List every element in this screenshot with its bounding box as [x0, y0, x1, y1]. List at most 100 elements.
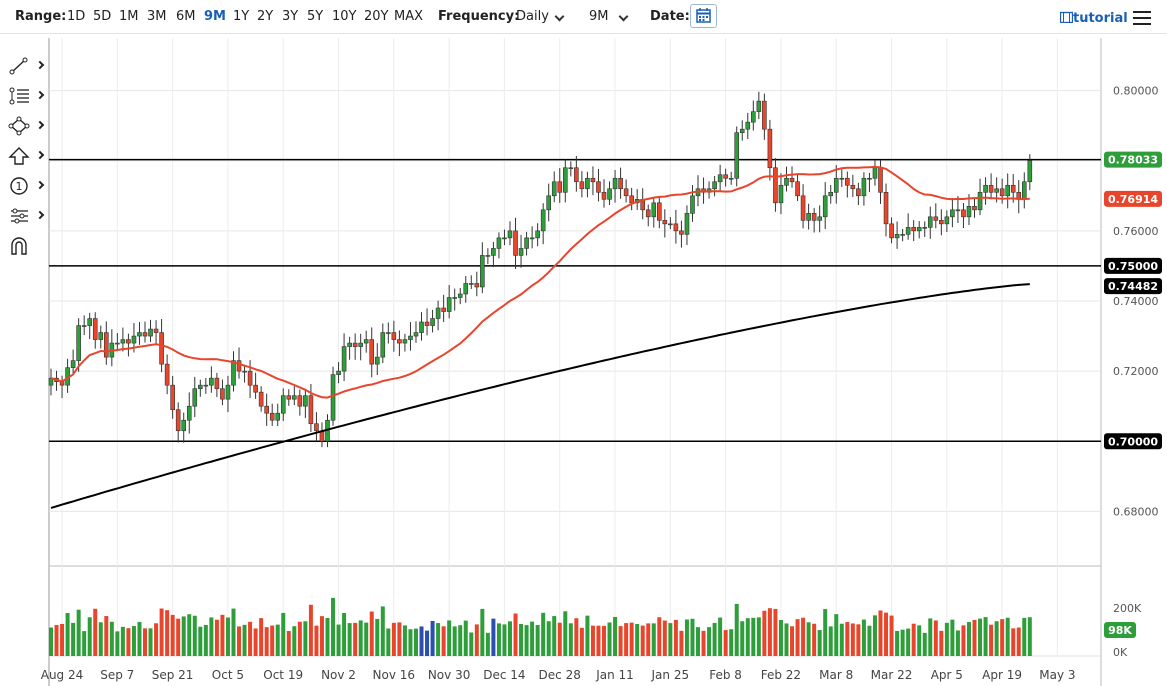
candle-body: [242, 370, 247, 373]
range-6m[interactable]: 6M: [176, 9, 196, 24]
candle-body: [181, 419, 187, 432]
arrow-up-icon: [8, 147, 30, 165]
measure-tool[interactable]: [4, 205, 46, 227]
magnet-tool[interactable]: [4, 235, 46, 257]
candle-body: [341, 346, 347, 372]
horizontal-lines: [49, 158, 1101, 443]
annotation-tool[interactable]: 1: [4, 175, 46, 197]
candle-body: [446, 297, 452, 312]
chevron-down-icon[interactable]: [554, 11, 565, 22]
candle-body: [900, 234, 905, 236]
volume-bar: [867, 625, 872, 656]
magnet-icon: [11, 237, 27, 255]
candle-body: [153, 328, 159, 333]
candle-body: [419, 321, 424, 333]
fibonacci-tool[interactable]: [4, 85, 46, 107]
candle-body: [269, 412, 275, 421]
volume-bar: [872, 615, 877, 656]
range-max[interactable]: MAX: [394, 9, 424, 24]
volume-bar: [463, 620, 468, 656]
arrow-tool[interactable]: [4, 145, 46, 167]
volume-bar: [198, 626, 203, 656]
volume-bar: [1027, 617, 1032, 656]
volume-bar: [397, 622, 402, 656]
candle-body: [308, 395, 314, 425]
volume-bar: [270, 625, 275, 656]
calendar-button[interactable]: [690, 4, 717, 28]
candle-body: [845, 177, 850, 186]
period-select[interactable]: 9M: [589, 9, 609, 24]
volume-bar: [579, 627, 584, 656]
tutorial-link[interactable]: tutorial: [1059, 11, 1128, 26]
volume-bar: [259, 618, 264, 656]
volume-bar: [541, 612, 546, 656]
range-10y[interactable]: 10Y: [332, 9, 357, 24]
candle-body: [441, 307, 446, 312]
candle-body: [518, 248, 524, 256]
volume-bar: [723, 630, 728, 656]
candle-body: [822, 195, 828, 218]
candle-body: [247, 370, 253, 386]
candle-body: [397, 339, 402, 344]
volume-bar: [989, 624, 994, 656]
volume-bar: [380, 606, 385, 656]
candle-body: [76, 325, 81, 361]
film-icon: [1059, 11, 1074, 24]
volume-bar: [314, 625, 319, 656]
candle-body: [955, 209, 961, 212]
candle-body: [551, 181, 557, 197]
candle-body: [972, 206, 977, 211]
x-tick-label: Nov 30: [428, 668, 471, 682]
candle-body: [485, 255, 491, 257]
volume-bar: [878, 610, 883, 656]
candle-body: [684, 213, 690, 235]
volume-bar: [413, 628, 418, 656]
candle-body: [933, 216, 939, 221]
candle-body: [828, 191, 834, 197]
volume-bar: [364, 622, 369, 656]
range-5d[interactable]: 5D: [93, 9, 112, 24]
volume-bar: [718, 617, 723, 656]
volume-bar: [850, 623, 855, 656]
range-2y[interactable]: 2Y: [257, 9, 274, 24]
range-1m[interactable]: 1M: [119, 9, 139, 24]
volume-bar: [386, 628, 391, 656]
price-label-text: 0.78033: [1108, 154, 1158, 167]
volume-bar: [502, 624, 507, 656]
range-9m[interactable]: 9M: [204, 9, 226, 24]
candle-body: [1021, 181, 1027, 200]
volume-bar: [474, 624, 479, 656]
candle-body: [491, 248, 496, 256]
hamburger-menu-icon[interactable]: [1133, 11, 1151, 25]
range-3m[interactable]: 3M: [147, 9, 167, 24]
range-1d[interactable]: 1D: [67, 9, 86, 24]
volume-bar: [784, 623, 789, 656]
volume-bar: [585, 615, 590, 656]
candle-body: [435, 307, 441, 319]
volume-bar: [264, 627, 269, 656]
candle-body: [159, 332, 164, 365]
volume-bar: [657, 617, 662, 656]
range-20y[interactable]: 20Y: [364, 9, 389, 24]
volume-bar: [342, 613, 347, 656]
candle-body: [988, 184, 994, 193]
candle-body: [280, 395, 286, 414]
shapes-tool[interactable]: [4, 115, 46, 137]
volume-bar: [834, 614, 839, 656]
volume-bar: [740, 621, 745, 656]
volume-bar: [613, 616, 618, 656]
range-3y[interactable]: 3Y: [282, 9, 299, 24]
trendline-tool[interactable]: [4, 55, 46, 77]
price-label-box: [1104, 190, 1162, 207]
volume-bar: [170, 614, 175, 656]
price-chart[interactable]: 0.680000.700000.720000.740000.760000.780…: [0, 36, 1167, 686]
frequency-select[interactable]: Daily: [516, 9, 549, 24]
measure-icon: [11, 208, 28, 224]
chevron-down-icon[interactable]: [618, 11, 629, 22]
range-5y[interactable]: 5Y: [307, 9, 324, 24]
candle-body: [773, 167, 778, 204]
candle-body: [574, 167, 579, 183]
range-1y[interactable]: 1Y: [233, 9, 250, 24]
price-label-text: 0.74482: [1108, 280, 1158, 293]
volume-label-text: 98K: [1108, 624, 1132, 637]
